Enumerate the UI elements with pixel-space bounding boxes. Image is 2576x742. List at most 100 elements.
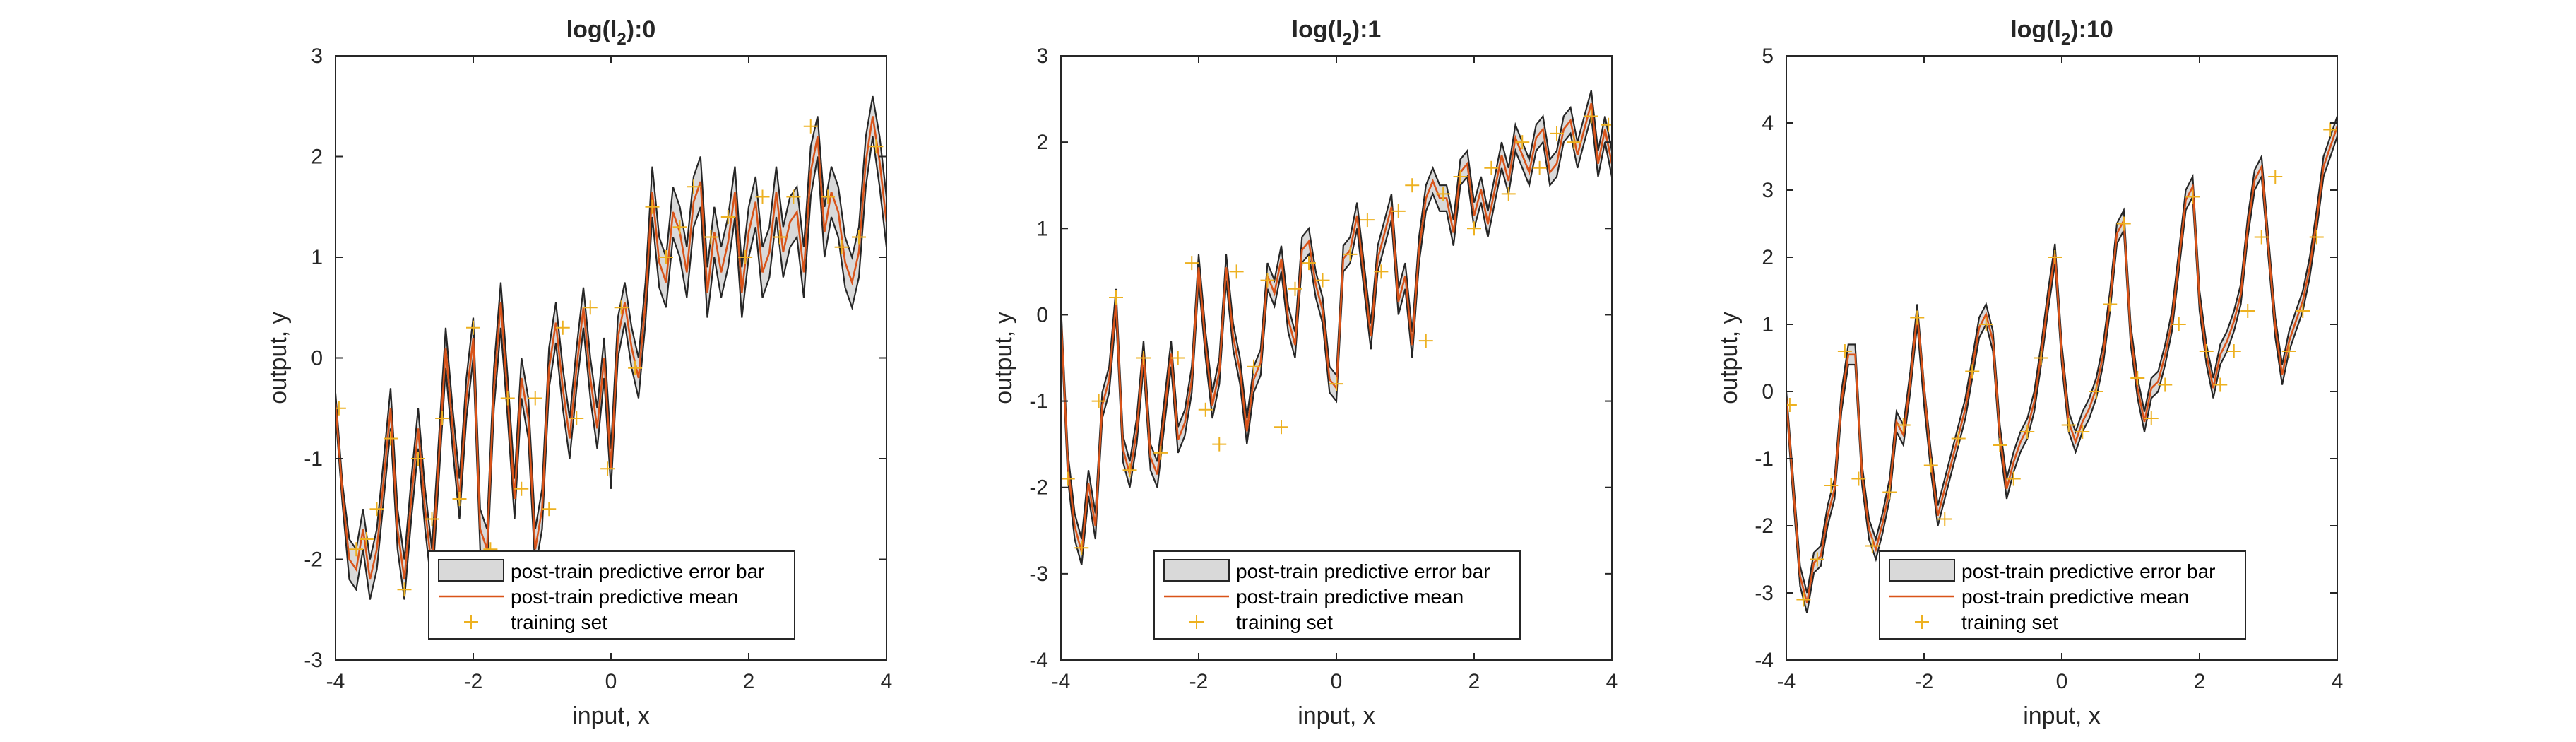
training-point xyxy=(583,300,598,315)
training-point xyxy=(359,532,374,546)
training-point xyxy=(1484,160,1499,175)
x-tick-label: -4 xyxy=(1777,670,1796,693)
training-point xyxy=(1343,247,1358,261)
x-tick-label: 4 xyxy=(2332,670,2344,693)
y-tick-label: -3 xyxy=(304,649,323,672)
training-point xyxy=(1229,264,1244,279)
training-point xyxy=(1937,512,1952,526)
training-point xyxy=(466,320,480,335)
training-point xyxy=(2061,418,2076,432)
y-tick-label: 0 xyxy=(1036,303,1048,326)
training-point xyxy=(1896,418,1911,432)
training-point xyxy=(2226,344,2241,358)
training-point xyxy=(1436,187,1451,201)
x-tick-label: -2 xyxy=(464,670,483,693)
training-point xyxy=(1837,344,1852,358)
x-axis-label: input, x xyxy=(1298,702,1375,729)
training-point xyxy=(2116,216,2131,231)
training-point xyxy=(1550,126,1564,141)
x-tick-label: 2 xyxy=(743,670,755,693)
y-tick-label: 5 xyxy=(1762,45,1774,68)
legend-mean-label: post-train predictive mean xyxy=(1961,586,2189,608)
training-point xyxy=(1153,445,1168,460)
training-point xyxy=(1965,364,1980,379)
legend-training-label: training set xyxy=(1236,611,1333,633)
y-tick-label: -2 xyxy=(1755,514,1774,538)
training-point xyxy=(2185,189,2200,204)
training-point xyxy=(2130,371,2145,385)
training-point xyxy=(542,502,557,517)
training-point xyxy=(528,391,542,406)
x-tick-label: 4 xyxy=(1606,670,1618,693)
training-point xyxy=(1467,221,1481,236)
training-point xyxy=(1453,170,1468,184)
training-point xyxy=(834,240,849,254)
legend-errorbar-swatch xyxy=(1163,559,1230,582)
training-point xyxy=(1185,256,1199,271)
training-point xyxy=(384,431,398,446)
legend-errorbar-label: post-train predictive error bar xyxy=(1236,560,1490,582)
y-axis-label: output, y xyxy=(265,312,292,404)
training-point xyxy=(1951,431,1966,446)
training-point xyxy=(614,300,629,315)
training-point xyxy=(2048,250,2062,264)
training-point xyxy=(514,481,529,496)
legend-errorbar-label: post-train predictive error bar xyxy=(511,560,764,582)
training-point xyxy=(1091,394,1106,408)
training-point xyxy=(2006,471,2021,486)
training-point xyxy=(659,250,673,264)
training-point xyxy=(2213,377,2228,392)
training-point xyxy=(452,492,467,506)
x-tick-label: 0 xyxy=(2056,670,2068,693)
y-tick-label: 1 xyxy=(311,246,323,269)
predictive-mean-line xyxy=(1786,126,2337,603)
legend: post-train predictive error bar post-trai… xyxy=(428,550,795,640)
x-tick-label: 4 xyxy=(881,670,893,693)
y-axis-label: output, y xyxy=(1716,312,1743,404)
training-point xyxy=(1302,256,1316,271)
panel-title: log(l2):1 xyxy=(1292,16,1382,49)
training-point xyxy=(1786,398,1797,412)
y-tick-label: 2 xyxy=(1036,131,1048,154)
training-point xyxy=(349,542,364,557)
training-point xyxy=(1061,471,1075,486)
training-point xyxy=(2158,377,2173,392)
training-point xyxy=(2020,425,2035,439)
training-point xyxy=(1796,592,1811,607)
x-axis-label: input, x xyxy=(572,702,650,729)
training-point xyxy=(645,199,660,214)
training-point xyxy=(2309,230,2324,245)
training-point xyxy=(1198,402,1213,417)
training-point xyxy=(1978,317,1993,331)
training-point xyxy=(1212,437,1227,452)
error-band xyxy=(336,96,886,600)
training-point xyxy=(1360,213,1375,228)
panel-3: -4 -2 0 2 4 -4 -3 -2 -1 0 1 2 3 4 5 log(l2):10 input, x o… xyxy=(1716,16,2343,729)
x-tick-label: 0 xyxy=(1331,670,1343,693)
y-tick-label: -1 xyxy=(1029,390,1048,413)
training-point xyxy=(1247,359,1261,374)
legend-mean-label: post-train predictive mean xyxy=(1236,586,1464,608)
training-point xyxy=(1515,135,1530,150)
training-point xyxy=(425,512,439,526)
training-point xyxy=(1405,178,1420,193)
training-point xyxy=(803,119,818,134)
legend-training-swatch xyxy=(1915,615,1929,629)
training-point xyxy=(2323,122,2337,137)
training-point xyxy=(1851,471,1866,486)
training-point xyxy=(772,230,787,245)
y-tick-label: -4 xyxy=(1755,649,1774,672)
training-point xyxy=(2199,344,2214,358)
training-point xyxy=(2144,411,2159,425)
training-point xyxy=(738,250,753,264)
training-point xyxy=(1109,290,1123,305)
training-point xyxy=(704,230,718,245)
training-point xyxy=(2075,425,2090,439)
legend-training-swatch xyxy=(464,615,478,629)
y-tick-label: 3 xyxy=(1762,179,1774,202)
y-tick-label: -1 xyxy=(1755,447,1774,471)
training-point xyxy=(2171,317,2186,331)
training-point xyxy=(2268,170,2283,184)
y-tick-label: -2 xyxy=(1029,476,1048,500)
training-point xyxy=(2103,297,2118,312)
